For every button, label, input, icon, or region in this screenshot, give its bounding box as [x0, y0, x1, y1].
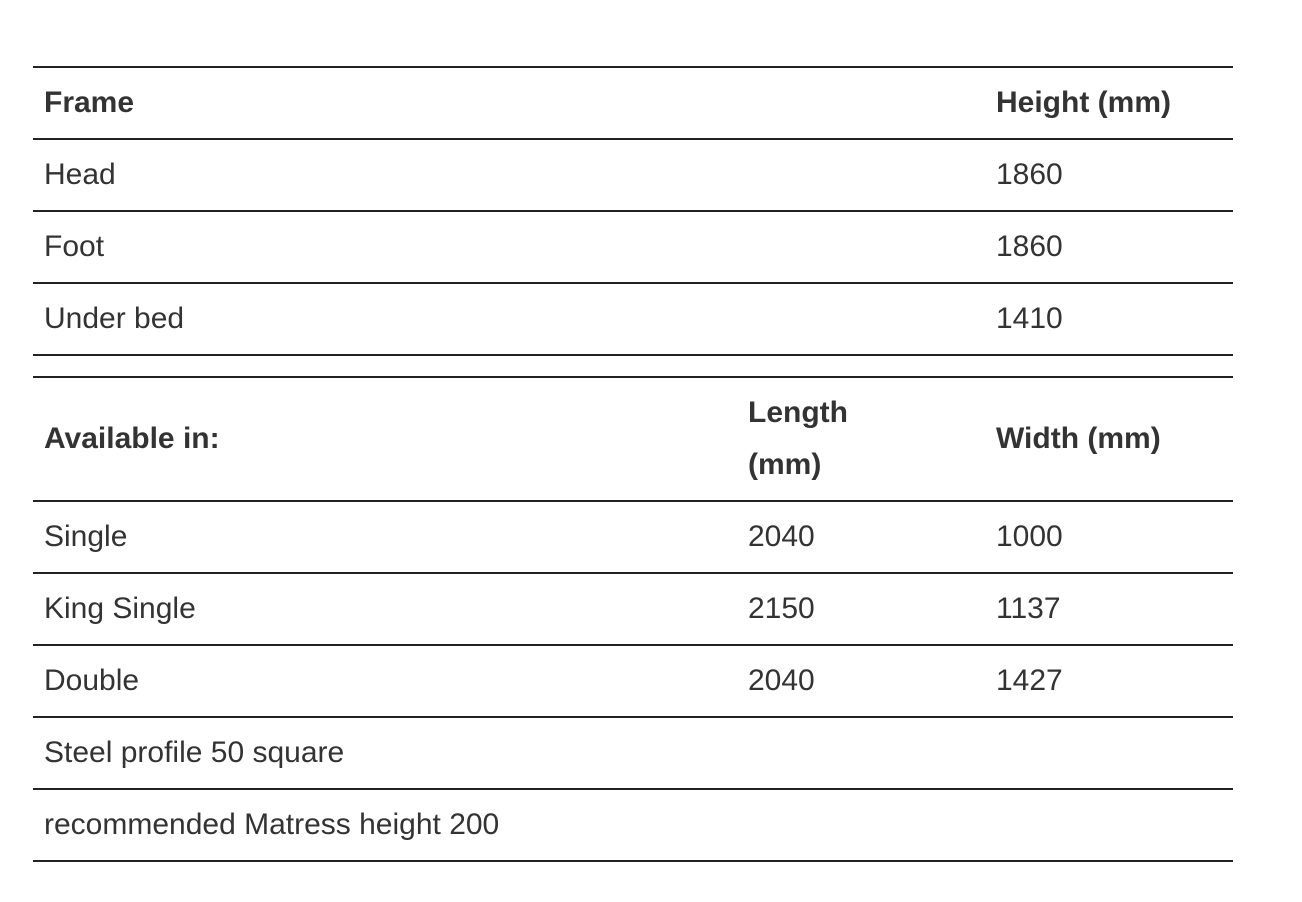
table-row: Double 2040 1427	[33, 644, 1233, 718]
header-cell: Width (mm)	[985, 376, 1233, 502]
table-cell: Under bed	[33, 282, 985, 356]
spec-table: Frame Height (mm) Head 1860 Foot 1860 Under be…	[33, 66, 1233, 356]
table-cell: 1860	[985, 210, 1233, 284]
table-cell: 2040	[737, 644, 985, 718]
header-cell: Height (mm)	[985, 66, 1233, 140]
table-cell: 1427	[985, 644, 1233, 718]
table-cell: Double	[33, 644, 737, 718]
spec-table: Available in: Length (mm) Width (mm) Single…	[33, 376, 1233, 862]
header-row: Frame Height (mm)	[33, 66, 1233, 140]
table-cell: Head	[33, 138, 985, 212]
table-row: Single 2040 1000	[33, 500, 1233, 574]
table-row: Head 1860	[33, 138, 1233, 212]
header-cell: Frame	[33, 66, 985, 140]
table-cell: Single	[33, 500, 737, 574]
table-row: Under bed 1410	[33, 282, 1233, 356]
header-cell: Available in:	[33, 376, 737, 502]
table-row: King Single 2150 1137	[33, 572, 1233, 646]
table-row: recommended Matress height 200	[33, 788, 1233, 862]
table-cell: recommended Matress height 200	[33, 788, 1233, 862]
header-cell: Length (mm)	[737, 376, 985, 502]
table-row: Steel profile 50 square	[33, 716, 1233, 790]
spec-tables: Frame Height (mm) Head 1860 Foot 1860 Under be…	[33, 66, 1233, 862]
table-cell: 1000	[985, 500, 1233, 574]
table-cell: King Single	[33, 572, 737, 646]
table-cell: Foot	[33, 210, 985, 284]
table-cell: 1410	[985, 282, 1233, 356]
table-row: Foot 1860	[33, 210, 1233, 284]
table-cell: 2040	[737, 500, 985, 574]
table-cell: 1860	[985, 138, 1233, 212]
table-cell: 1137	[985, 572, 1233, 646]
table-cell: 2150	[737, 572, 985, 646]
table-cell: Steel profile 50 square	[33, 716, 1233, 790]
header-row: Available in: Length (mm) Width (mm)	[33, 376, 1233, 502]
header-text: Length (mm)	[748, 396, 848, 481]
